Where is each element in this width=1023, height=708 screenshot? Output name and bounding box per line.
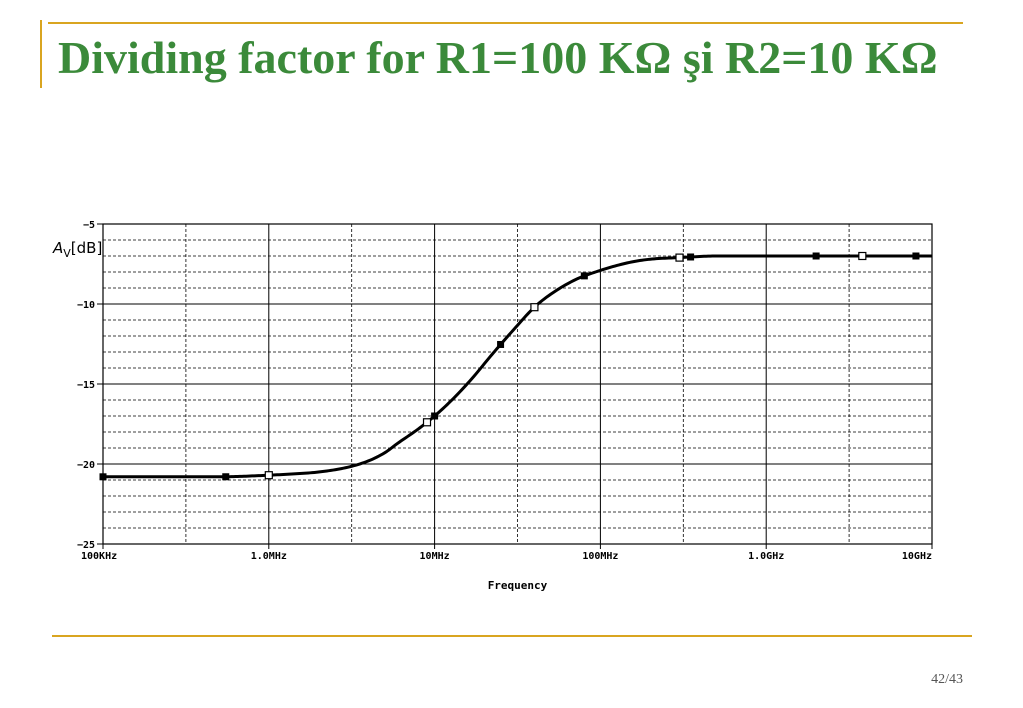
page-number: 42/43 — [931, 672, 963, 687]
data-point-filled — [497, 340, 505, 348]
data-point-filled — [580, 272, 588, 280]
y-axis-label-subscript: V — [63, 247, 71, 260]
data-point-filled — [687, 253, 695, 261]
x-tick-label: 1.0GHz — [748, 551, 784, 562]
y-tick-label: −10 — [77, 300, 95, 311]
data-point-filled — [431, 412, 439, 420]
series-line — [103, 254, 932, 479]
y-tick-label: −25 — [77, 540, 95, 551]
data-point-filled — [812, 252, 820, 260]
y-tick-label: −15 — [77, 380, 95, 391]
y-tick-label: −5 — [83, 220, 95, 231]
y-axis-label-main: A — [52, 239, 63, 257]
data-point-hollow — [264, 471, 273, 480]
title-accent-line — [48, 22, 963, 24]
data-point-hollow — [675, 253, 684, 262]
x-tick-label: 100MHz — [582, 551, 618, 562]
data-point-hollow — [858, 251, 867, 261]
x-tick-label: 10MHz — [420, 551, 450, 562]
y-axis-label-unit: [dB] — [71, 239, 103, 257]
data-point-hollow — [530, 303, 539, 312]
x-tick-label: 1.0MHz — [251, 551, 287, 562]
y-tick-label: −20 — [77, 460, 95, 471]
data-point-filled — [99, 473, 107, 481]
footer-accent-line — [52, 635, 972, 637]
x-tick-label: 10GHz — [902, 551, 932, 562]
x-tick-label: 100KHz — [81, 551, 117, 562]
x-axis-label: Frequency — [488, 579, 548, 592]
title-accent-bar — [40, 20, 42, 88]
slide-title: Dividing factor for R1=100 KΩ şi R2=10 K… — [58, 32, 938, 83]
data-point-filled — [912, 252, 920, 260]
data-point-filled — [222, 473, 230, 481]
y-axis-label: AV[dB] — [52, 239, 102, 260]
data-point-hollow — [422, 418, 432, 427]
